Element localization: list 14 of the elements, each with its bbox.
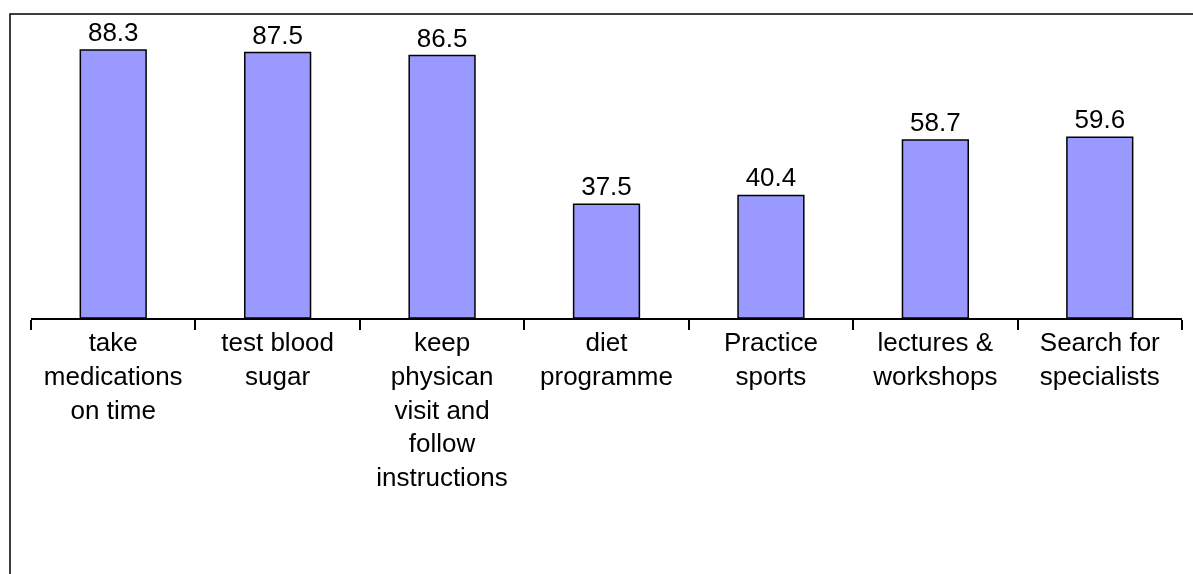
x-tick-label: keep physican visit and follow instructions: [376, 326, 508, 493]
x-tick-label: Practice sports: [723, 326, 818, 391]
data-label: 59.6: [1074, 104, 1126, 135]
data-label: 58.7: [910, 106, 961, 137]
x-tick-label: test blood sugar: [221, 326, 335, 391]
data-label: 88.3: [87, 17, 139, 48]
data-label: 37.5: [581, 171, 632, 202]
x-tick-label: take medications on time: [43, 326, 183, 425]
data-label: 87.5: [252, 19, 303, 50]
data-label: 40.4: [745, 162, 797, 193]
x-tick-label: diet programme: [540, 326, 673, 391]
x-tick-label: lectures & workshops: [872, 326, 998, 391]
x-tick-label: Search for specialists: [1039, 326, 1161, 391]
data-label: 86.5: [416, 22, 468, 53]
